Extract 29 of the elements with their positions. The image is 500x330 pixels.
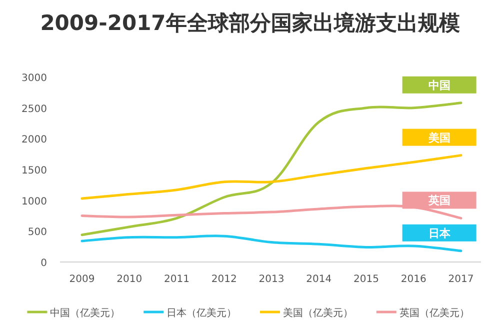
legend-label: 中国（亿美元） — [50, 307, 120, 319]
y-tick-label: 1500 — [22, 166, 47, 176]
x-tick-label: 2010 — [116, 274, 142, 285]
x-tick-label: 2009 — [69, 274, 95, 285]
annotation: 美国 — [427, 131, 450, 144]
annotation: 中国 — [402, 76, 476, 94]
legend-label: 英国（亿美元） — [399, 307, 470, 319]
legend-label: 美国（亿美元） — [283, 307, 353, 319]
annotation: 日本 — [428, 226, 452, 240]
legend-label: 日本（亿美元） — [166, 307, 237, 319]
x-tick-label: 2012 — [211, 274, 237, 285]
annotation: 美国 — [402, 128, 476, 146]
y-tick-label: 2000 — [22, 134, 47, 146]
annotation: 中国 — [428, 78, 450, 92]
annotation: 英国 — [427, 194, 450, 208]
y-tick-label: 2500 — [22, 104, 47, 115]
annotation: 日本 — [402, 224, 476, 242]
x-tick-label: 2017 — [448, 274, 474, 285]
annotation: 英国 — [402, 192, 476, 209]
y-tick-label: 0 — [40, 258, 47, 269]
y-tick-label: 500 — [28, 227, 47, 238]
chart-title: 2009-2017年全球部分国家出境游支出规模 — [40, 11, 460, 35]
y-tick-label: 1000 — [22, 196, 47, 208]
x-tick-label: 2015 — [354, 274, 379, 285]
x-tick-label: 2013 — [258, 274, 284, 285]
x-tick-label: 2014 — [306, 274, 332, 285]
y-tick-label: 3000 — [22, 73, 47, 84]
x-tick-label: 2011 — [164, 274, 190, 285]
x-tick-label: 2016 — [400, 274, 426, 285]
